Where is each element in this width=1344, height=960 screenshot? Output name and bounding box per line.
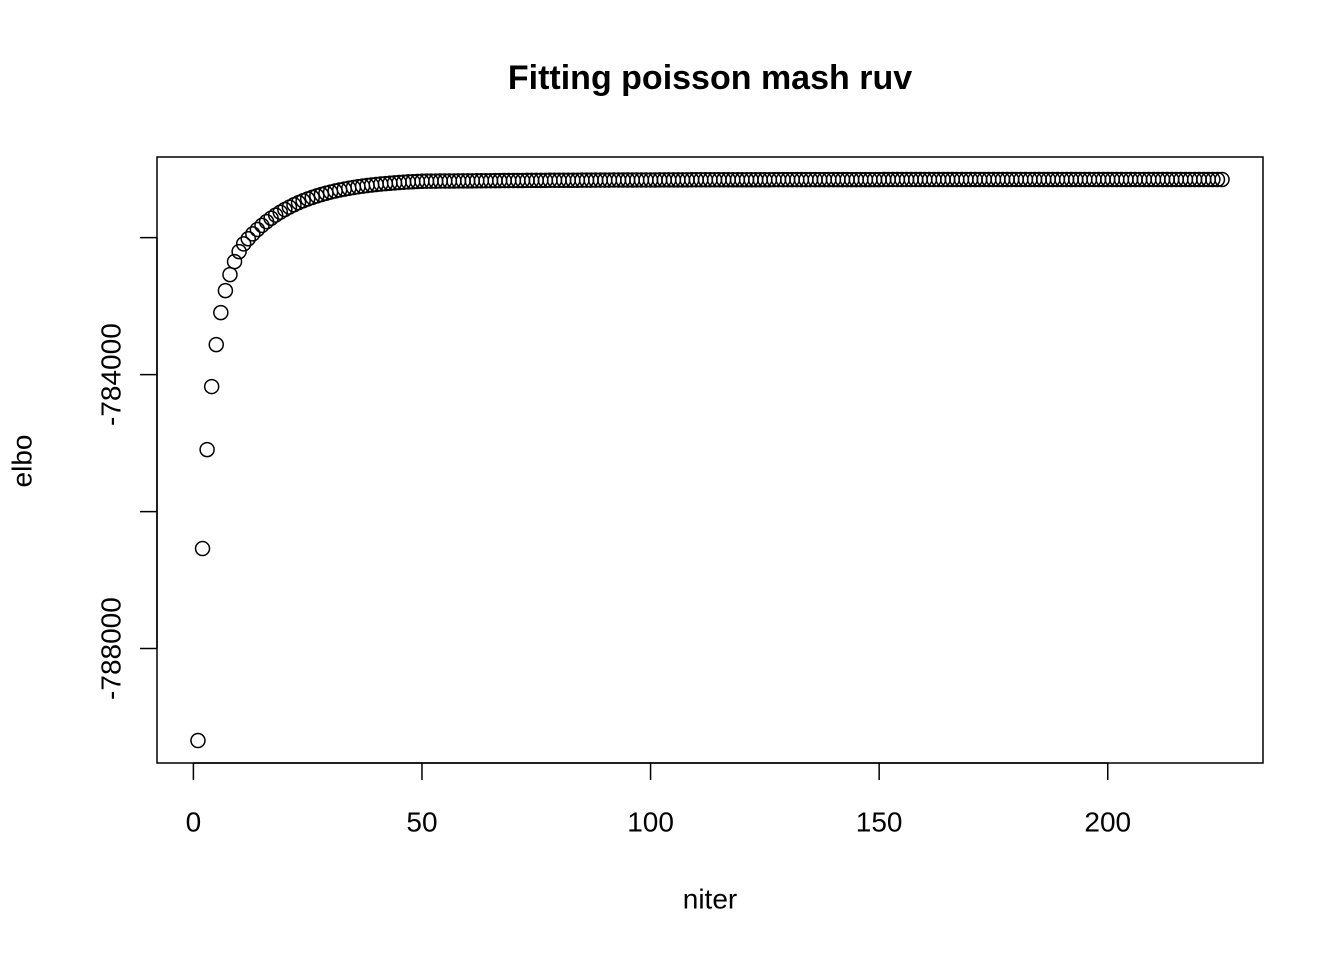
- x-tick-label: 50: [406, 806, 437, 837]
- point: [267, 207, 284, 223]
- plot-frame: [156, 156, 1264, 764]
- point: [222, 266, 238, 283]
- point: [199, 441, 215, 458]
- point: [249, 221, 266, 238]
- x-tick-label: 200: [1084, 806, 1131, 837]
- point: [245, 226, 261, 242]
- point: [1214, 171, 1230, 188]
- point: [203, 378, 220, 395]
- point: [226, 253, 243, 270]
- point: [190, 732, 206, 749]
- y-axis-label: elbo: [6, 435, 37, 488]
- chart-title: Fitting poisson mash ruv: [508, 59, 912, 97]
- x-axis-label: niter: [683, 883, 737, 914]
- point: [231, 243, 247, 260]
- x-tick-label: 0: [186, 806, 202, 837]
- point: [235, 236, 252, 252]
- point: [217, 282, 234, 299]
- point: [194, 540, 211, 557]
- point: [1205, 171, 1221, 188]
- point: [258, 213, 275, 230]
- point: [213, 304, 229, 321]
- x-tick-label: 100: [627, 806, 674, 837]
- point: [208, 336, 224, 353]
- y-tick-label: -784000: [95, 323, 126, 426]
- point: [1209, 171, 1226, 188]
- point: [254, 217, 270, 234]
- x-tick-label: 150: [856, 806, 903, 837]
- y-tick-label: -788000: [95, 597, 126, 700]
- point: [240, 230, 257, 247]
